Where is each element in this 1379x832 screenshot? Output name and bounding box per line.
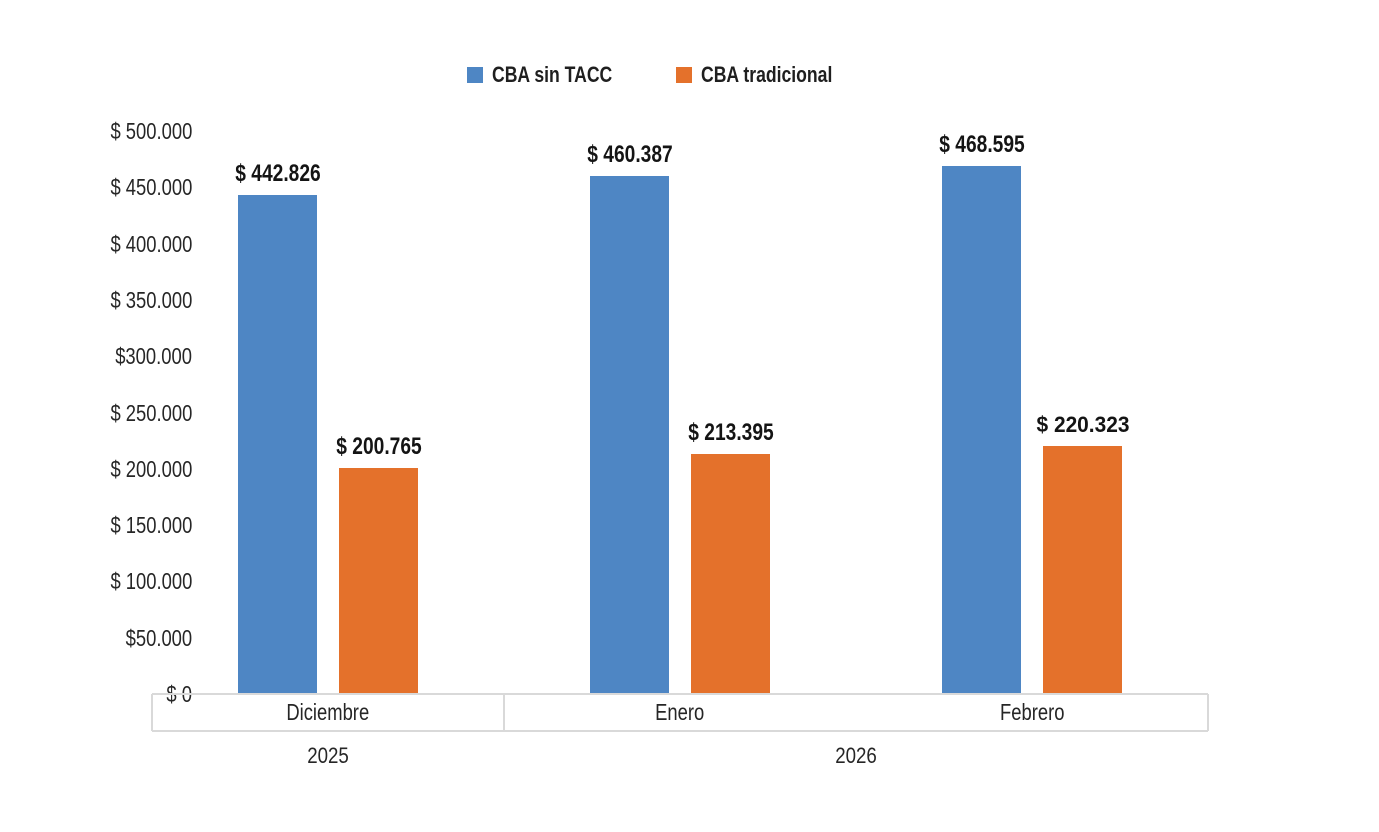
data-label-text: $ 213.395	[687, 418, 774, 446]
data-label-text: $ 442.826	[234, 160, 321, 188]
data-label-cba-sin-tacc-diciembre: $ 442.826	[224, 161, 331, 187]
y-tick-text: $ 250.000	[110, 399, 192, 426]
bar-cba-tradicional-febrero	[1043, 445, 1122, 694]
y-tick-label: $ 200.000	[0, 457, 192, 481]
data-label-cba-sin-tacc-febrero: $ 468.595	[928, 132, 1035, 158]
data-label-cba-sin-tacc-enero: $ 460.387	[576, 140, 683, 168]
category-label-febrero: Febrero	[856, 694, 1208, 731]
category-band-separator	[151, 694, 153, 731]
legend-item-cba-sin-tacc: CBA sin TACC	[467, 62, 642, 88]
data-label-text: $ 220.323	[1036, 411, 1129, 437]
data-label-cba-tradicional-enero: $ 213.395	[677, 418, 784, 446]
legend-swatch-cba-tradicional	[676, 67, 693, 83]
y-tick-label: $ 100.000	[0, 569, 192, 593]
y-tick-label: $300.000	[0, 344, 192, 368]
legend-label-text: CBA sin TACC	[492, 62, 613, 87]
y-tick-label: $ 450.000	[0, 175, 192, 199]
data-label-cba-tradicional-diciembre: $ 200.765	[325, 432, 432, 460]
data-label-cba-tradicional-febrero: $ 220.323	[1034, 412, 1132, 438]
bar-cba-sin-tacc-febrero	[942, 166, 1021, 694]
y-tick-label: $ 400.000	[0, 232, 192, 256]
category-band-separator	[503, 694, 505, 731]
y-tick-text: $ 400.000	[110, 230, 192, 257]
data-label-text: $ 460.387	[586, 140, 673, 168]
y-tick-text: $ 350.000	[110, 286, 192, 313]
year-group-label-text: 2026	[835, 743, 877, 768]
category-label-text: Enero	[655, 699, 705, 725]
legend-label-text: CBA tradicional	[701, 62, 833, 87]
category-label-enero: Enero	[504, 694, 856, 731]
category-band-separator	[1207, 694, 1209, 731]
year-group-label-text: 2025	[307, 743, 349, 768]
bar-cba-tradicional-diciembre	[339, 467, 418, 694]
y-tick-label: $ 250.000	[0, 401, 192, 425]
y-tick-label: $ 350.000	[0, 288, 192, 312]
category-label-diciembre: Diciembre	[152, 694, 504, 731]
bar-cba-tradicional-enero	[691, 453, 770, 694]
legend-label: CBA sin TACC	[492, 62, 642, 88]
y-tick-label: $50.000	[0, 626, 192, 650]
legend-item-cba-tradicional: CBA tradicional	[676, 62, 865, 88]
chart-legend: CBA sin TACC CBA tradicional	[467, 62, 866, 88]
category-label-text: Febrero	[999, 699, 1065, 725]
y-tick-text: $ 150.000	[110, 512, 192, 539]
bar-cba-sin-tacc-enero	[590, 175, 669, 694]
legend-swatch-cba-sin-tacc	[467, 67, 483, 83]
y-tick-text: $ 200.000	[110, 455, 192, 482]
year-group-label-2026: 2026	[832, 743, 881, 769]
legend-label: CBA tradicional	[701, 62, 865, 88]
data-label-text: $ 468.595	[938, 131, 1025, 159]
data-label-text: $ 200.765	[335, 432, 422, 460]
y-tick-text: $50.000	[125, 624, 192, 651]
y-tick-text: $ 450.000	[110, 174, 192, 201]
y-tick-text: $ 100.000	[110, 568, 192, 595]
bar-cba-sin-tacc-diciembre	[238, 195, 317, 694]
y-tick-label: $ 150.000	[0, 513, 192, 537]
x-axis-line	[152, 693, 1208, 695]
y-tick-text: $ 500.000	[110, 118, 192, 144]
category-label-text: Diciembre	[286, 699, 370, 725]
y-tick-text: $300.000	[115, 343, 192, 370]
y-tick-label: $ 500.000	[0, 119, 192, 143]
category-band-bottom-border	[152, 730, 1208, 732]
year-group-label-2025: 2025	[304, 743, 353, 769]
